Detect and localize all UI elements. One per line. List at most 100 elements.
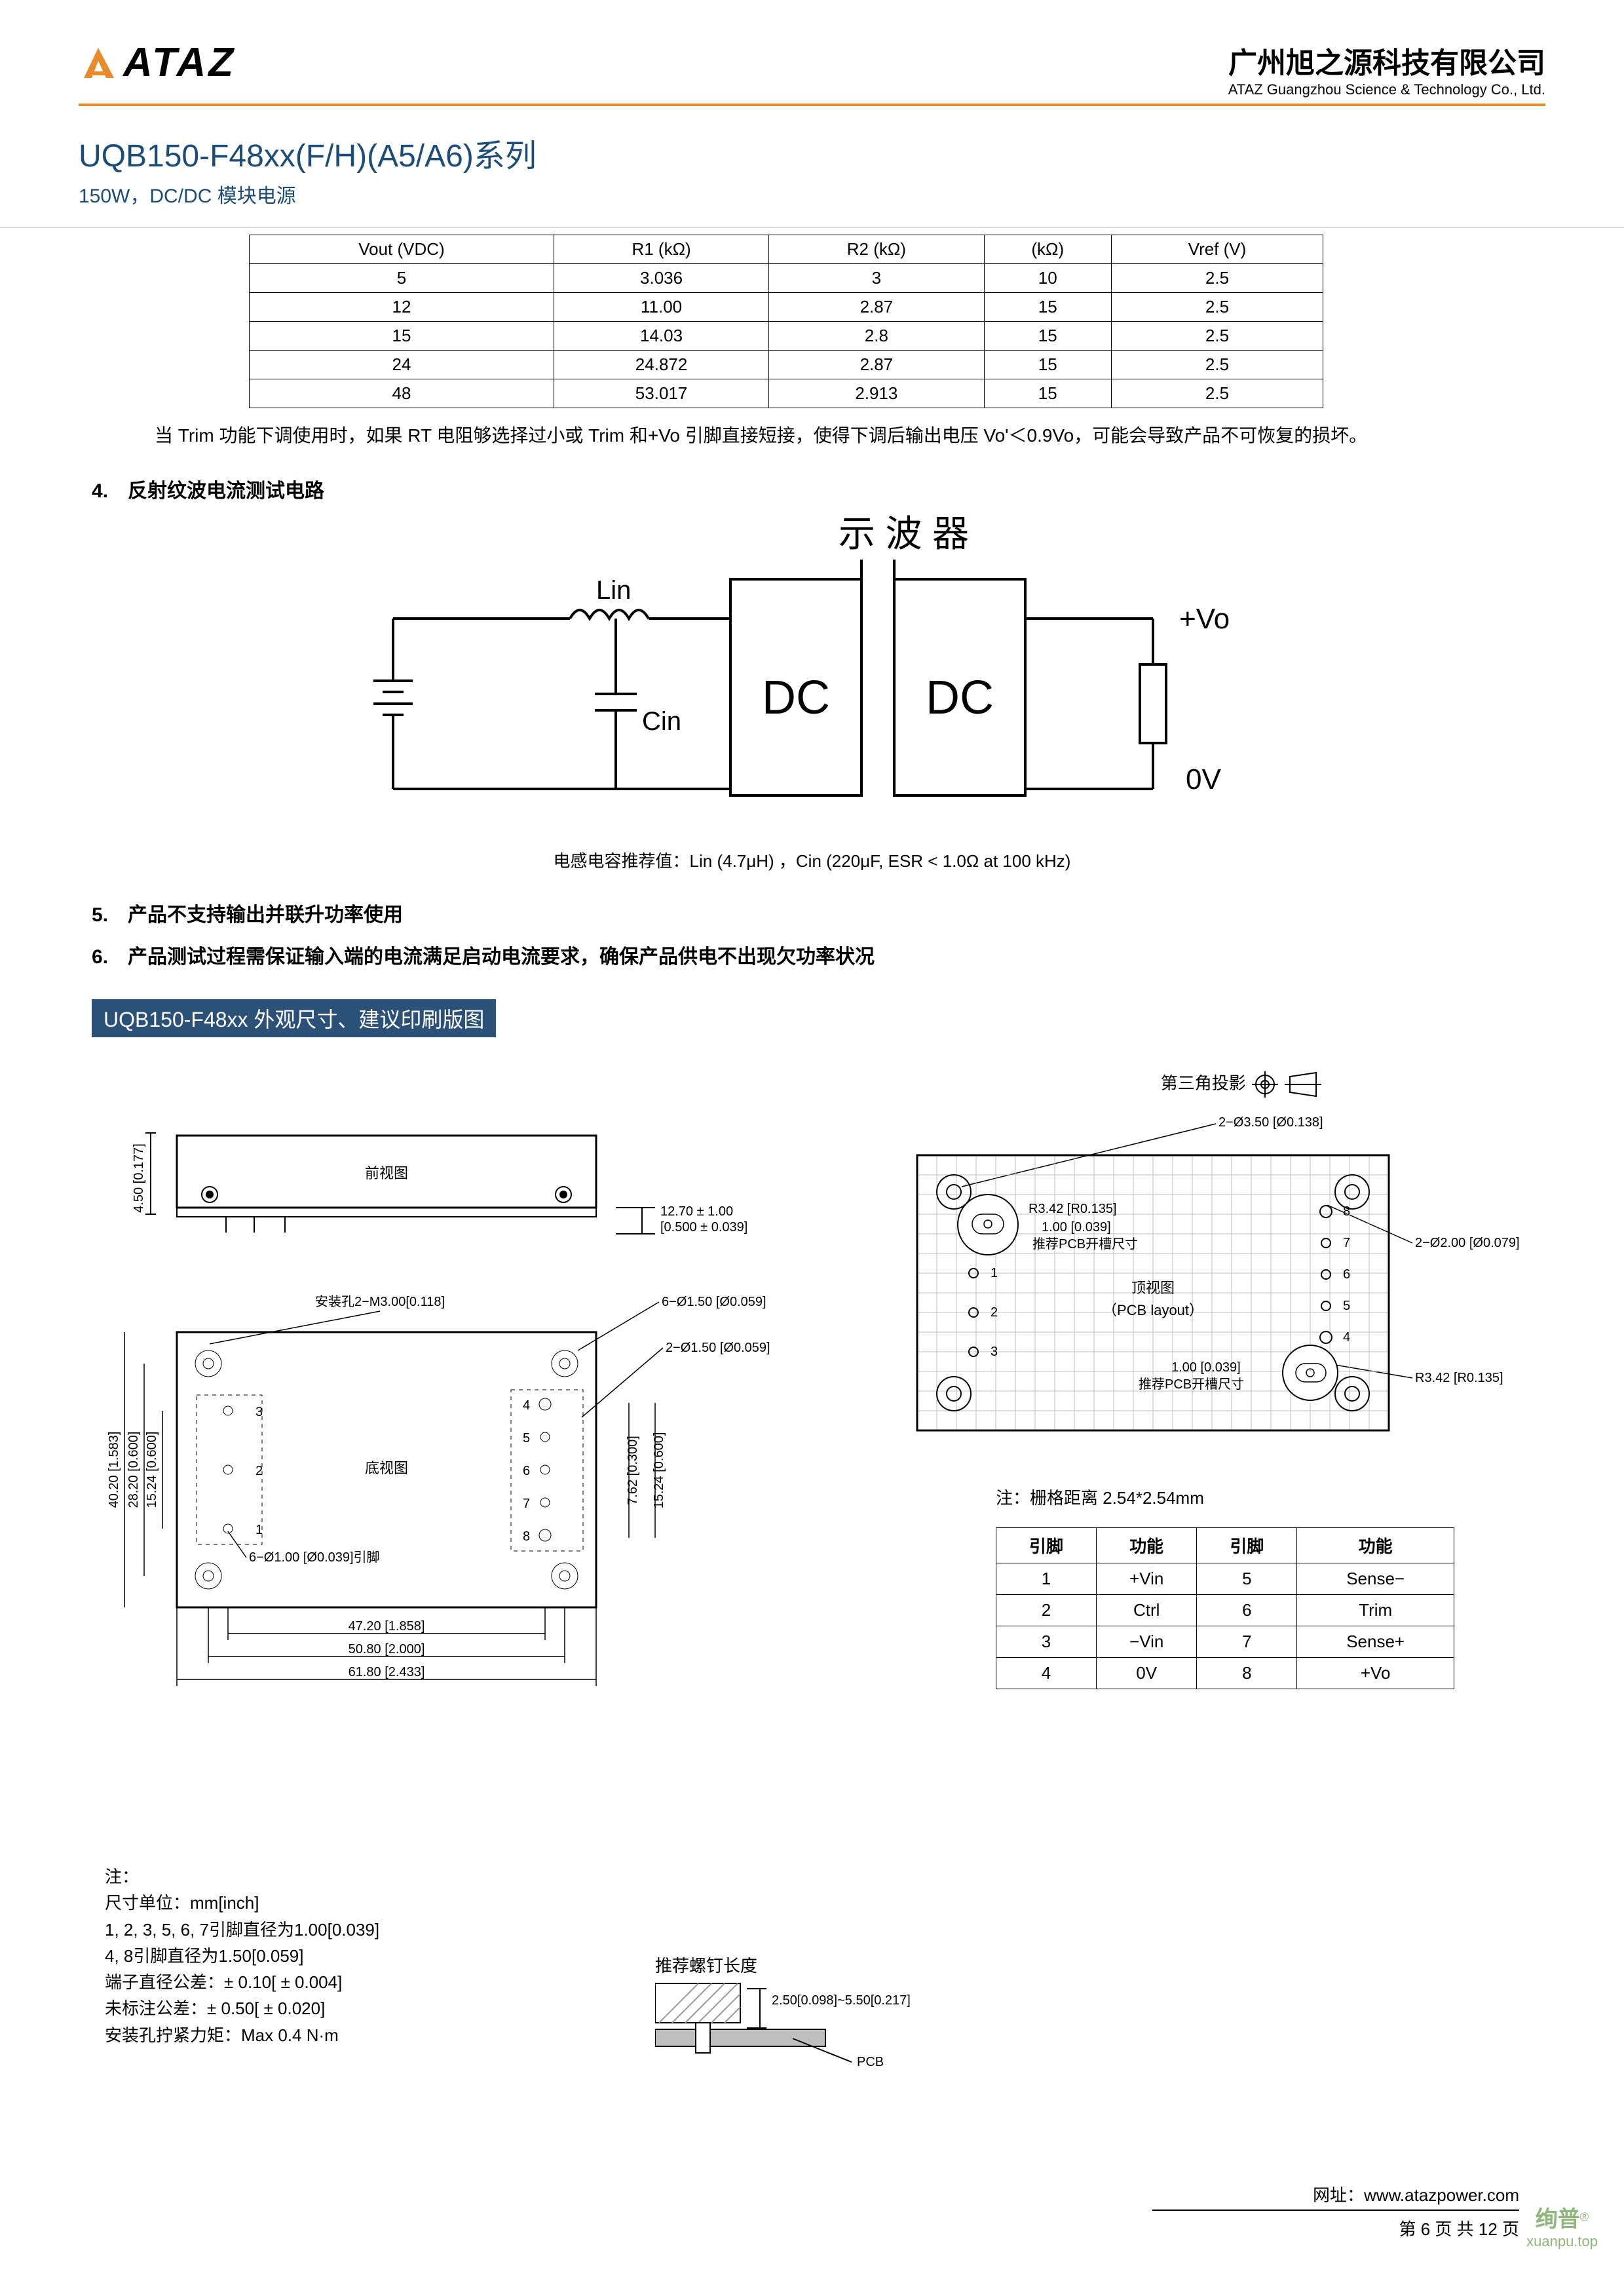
svg-text:12.70 ± 1.00: 12.70 ± 1.00 <box>660 1204 733 1219</box>
dc-label-1: DC <box>762 672 830 724</box>
svg-text:底视图: 底视图 <box>365 1460 408 1476</box>
circuit-caption: 电感电容推荐值：Lin (4.7μH) ，Cin (220μF, ESR < 1… <box>79 848 1545 872</box>
dimensions-banner: UQB150-F48xx 外观尺寸、建议印刷版图 <box>92 999 496 1037</box>
svg-text:推荐PCB开槽尺寸: 推荐PCB开槽尺寸 <box>1139 1377 1244 1392</box>
resistor-table: Vout (VDC)R1 (kΩ)R2 (kΩ)(kΩ)Vref (V) 53.… <box>249 235 1323 408</box>
third-angle-projection-icon <box>1251 1071 1323 1098</box>
oscilloscope-label: 示 波 器 <box>839 514 969 554</box>
svg-text:50.80 [2.000]: 50.80 [2.000] <box>349 1642 425 1656</box>
footer-rule <box>1152 2210 1519 2211</box>
svg-text:6−Ø1.00 [Ø0.039]引脚: 6−Ø1.00 [Ø0.039]引脚 <box>249 1550 380 1565</box>
table-row: 40V8+Vo <box>996 1657 1454 1689</box>
cin-label: Cin <box>642 707 681 736</box>
table-row: 2Ctrl6Trim <box>996 1594 1454 1626</box>
svg-text:28.20 [0.600]: 28.20 [0.600] <box>126 1432 141 1508</box>
footer-url: 网址：www.atazpower.com <box>1152 2181 1519 2210</box>
svg-text:7.62 [0.300]: 7.62 [0.300] <box>626 1436 640 1505</box>
pin-function-table: 引脚功能引脚功能 1+Vin5Sense−2Ctrl6Trim3−Vin7Sen… <box>996 1527 1454 1689</box>
svg-text:61.80 [2.433]: 61.80 [2.433] <box>349 1665 425 1679</box>
watermark: 绚普® xuanpu.top <box>1526 2201 1598 2250</box>
logo-text: ATAZ <box>123 39 236 86</box>
header-rule <box>79 104 1545 106</box>
footer-page: 第 6 页 共 12 页 <box>1152 2215 1519 2244</box>
company-name-cn: 广州旭之源科技有限公司 <box>1228 39 1545 81</box>
table-row: 53.0363102.5 <box>250 264 1323 293</box>
screw-heading: 推荐螺钉长度 <box>655 1953 943 1977</box>
pin-col-header: 引脚 <box>1197 1527 1297 1563</box>
watermark-cn: 绚普 <box>1536 2207 1580 2232</box>
resistor-col-header: (kΩ) <box>984 235 1111 264</box>
section-4-heading: 4. 反射纹波电流测试电路 <box>92 474 1545 503</box>
svg-text:R3.42 [R0.135]: R3.42 [R0.135] <box>1415 1371 1503 1385</box>
svg-text:安装孔2−M3.00[0.118]: 安装孔2−M3.00[0.118] <box>315 1294 445 1309</box>
mechanical-drawings: 4.50 [0.177] 前视图 12.70 ± 1.00 <box>92 1109 1532 2048</box>
note-line: 1, 2, 3, 5, 6, 7引脚直径为1.00[0.039] <box>105 1917 799 1943</box>
table-row: 1211.002.87152.5 <box>250 293 1323 322</box>
svg-text:6: 6 <box>523 1464 530 1478</box>
resistor-col-header: Vout (VDC) <box>250 235 554 264</box>
svg-text:[0.500 ± 0.039]: [0.500 ± 0.039] <box>660 1220 747 1234</box>
top-view-pcb: 2−Ø3.50 [Ø0.138] 2−Ø2.00 [Ø0.079] R3.42 … <box>839 1109 1526 1476</box>
table-row: 1514.032.8152.5 <box>250 322 1323 351</box>
svg-text:2−Ø1.50 [Ø0.059]: 2−Ø1.50 [Ø0.059] <box>666 1341 770 1355</box>
svg-text:5: 5 <box>523 1431 530 1445</box>
trim-warning: 当 Trim 功能下调使用时，如果 RT 电阻够选择过小或 Trim 和+Vo … <box>118 421 1519 451</box>
ripple-test-circuit-diagram: 示 波 器 Lin Cin <box>367 514 1258 835</box>
projection-text: 第三角投影 <box>1161 1073 1246 1093</box>
svg-text:2: 2 <box>255 1464 263 1478</box>
svg-text:8: 8 <box>1343 1204 1350 1219</box>
pin-col-header: 功能 <box>1096 1527 1197 1563</box>
title-rule <box>0 227 1624 228</box>
resistor-table-wrap: Vout (VDC)R1 (kΩ)R2 (kΩ)(kΩ)Vref (V) 53.… <box>249 235 1323 408</box>
section-5: 5. 产品不支持输出并联升功率使用 <box>92 898 1545 927</box>
svg-text:1.00 [0.039]: 1.00 [0.039] <box>1171 1360 1241 1375</box>
resistor-col-header: R1 (kΩ) <box>554 235 768 264</box>
watermark-url: xuanpu.top <box>1526 2233 1598 2249</box>
page-footer: 网址：www.atazpower.com 第 6 页 共 12 页 <box>1152 2181 1519 2244</box>
svg-text:7: 7 <box>523 1497 530 1511</box>
svg-text:3: 3 <box>255 1405 263 1419</box>
svg-text:3: 3 <box>991 1345 998 1359</box>
table-row: 3−Vin7Sense+ <box>996 1626 1454 1657</box>
logo: ATAZ <box>79 39 236 86</box>
svg-text:5: 5 <box>1343 1299 1350 1313</box>
note-line: 尺寸单位：mm[inch] <box>105 1890 799 1916</box>
vo-zero-label: 0V <box>1186 763 1221 795</box>
section-6: 6. 产品测试过程需保证输入端的电流满足启动电流要求，确保产品供电不出现欠功率状… <box>92 940 1545 969</box>
series-title: UQB150-F48xx(F/H)(A5/A6)系列 <box>79 130 1545 176</box>
dc-label-2: DC <box>926 672 994 724</box>
vo-plus-label: +Vo <box>1179 603 1230 635</box>
svg-text:2: 2 <box>991 1305 998 1320</box>
screw-length-diagram: 推荐螺钉长度 2.50[0.098]~5.50[0.217] <box>655 1953 943 2080</box>
resistor-col-header: Vref (V) <box>1111 235 1323 264</box>
series-subtitle: 150W，DC/DC 模块电源 <box>79 180 1545 208</box>
svg-text:2−Ø3.50 [Ø0.138]: 2−Ø3.50 [Ø0.138] <box>1218 1115 1323 1130</box>
lin-label: Lin <box>596 576 631 605</box>
svg-text:1.00 [0.039]: 1.00 [0.039] <box>1042 1220 1111 1234</box>
table-row: 4853.0172.913152.5 <box>250 379 1323 408</box>
svg-text:推荐PCB开槽尺寸: 推荐PCB开槽尺寸 <box>1032 1236 1138 1252</box>
svg-text:1: 1 <box>991 1266 998 1280</box>
svg-text:6−Ø1.50 [Ø0.059]: 6−Ø1.50 [Ø0.059] <box>662 1295 766 1309</box>
svg-text:PCB: PCB <box>857 2055 884 2069</box>
svg-text:顶视图: 顶视图 <box>1131 1280 1175 1296</box>
notes-heading: 注： <box>105 1864 799 1890</box>
table-row: 2424.8722.87152.5 <box>250 351 1323 379</box>
svg-text:1: 1 <box>255 1523 263 1537</box>
logo-mark-icon <box>79 43 119 83</box>
company-name-en: ATAZ Guangzhou Science & Technology Co.,… <box>1228 81 1545 98</box>
svg-text:4.50 [0.177]: 4.50 [0.177] <box>132 1143 146 1213</box>
page-header: ATAZ 广州旭之源科技有限公司 ATAZ Guangzhou Science … <box>79 39 1545 98</box>
svg-text:2.50[0.098]~5.50[0.217]: 2.50[0.098]~5.50[0.217] <box>772 1993 911 2008</box>
svg-text:40.20 [1.583]: 40.20 [1.583] <box>107 1432 121 1508</box>
svg-text:4: 4 <box>523 1398 530 1413</box>
front-bottom-views: 4.50 [0.177] 前视图 12.70 ± 1.00 <box>92 1109 799 1843</box>
svg-text:47.20 [1.858]: 47.20 [1.858] <box>349 1619 425 1634</box>
svg-text:前视图: 前视图 <box>365 1165 408 1181</box>
resistor-col-header: R2 (kΩ) <box>769 235 984 264</box>
grid-spacing-note: 注：栅格距离 2.54*2.54mm <box>996 1485 1526 1509</box>
table-row: 1+Vin5Sense− <box>996 1563 1454 1594</box>
svg-text:2−Ø2.00 [Ø0.079]: 2−Ø2.00 [Ø0.079] <box>1415 1236 1520 1250</box>
svg-text:7: 7 <box>1343 1236 1350 1250</box>
projection-label: 第三角投影 <box>79 1070 1323 1098</box>
